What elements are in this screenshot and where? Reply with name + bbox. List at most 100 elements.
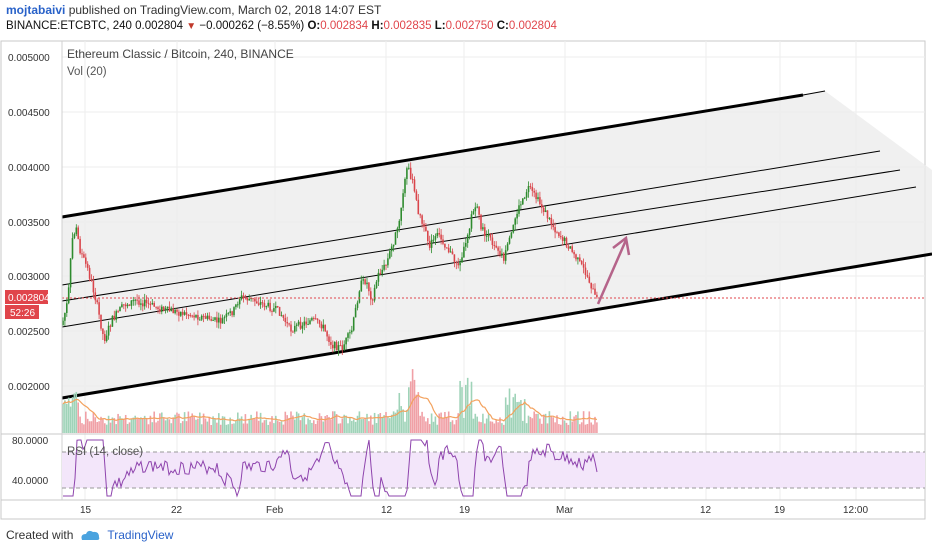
volume-bar — [88, 421, 91, 433]
candle-body — [69, 258, 72, 288]
candle-body — [162, 306, 165, 311]
candle-body — [271, 310, 273, 312]
candle-body — [204, 316, 207, 319]
volume-bar — [292, 415, 294, 433]
volume-bar — [588, 411, 591, 433]
volume-bar — [257, 420, 260, 433]
volume-bar — [102, 418, 104, 433]
candle-body — [128, 304, 131, 306]
candle-body — [580, 260, 583, 265]
volume-bar — [159, 413, 161, 433]
volume-bar — [225, 424, 228, 433]
volume-bar — [263, 420, 266, 433]
price-tick: 0.003000 — [8, 272, 50, 283]
candle-body — [193, 315, 195, 318]
candle-body — [375, 281, 378, 288]
candle-body — [96, 300, 98, 303]
candle-body — [259, 302, 262, 305]
channel-lines[interactable] — [61, 90, 932, 400]
price-change: −0.000262 (−8.55%) — [199, 20, 305, 32]
candle-body — [311, 318, 313, 321]
rsi-legend: RSI (14, close) — [67, 446, 143, 458]
volume-bar — [533, 411, 535, 433]
volume-bar — [548, 411, 551, 433]
volume-bar — [362, 418, 364, 433]
candle-body — [411, 178, 414, 180]
volume-bar — [136, 418, 138, 433]
tradingview-brand[interactable]: TradingView — [107, 528, 174, 542]
volume-bar — [436, 424, 439, 433]
chart-canvas[interactable]: 0.005000 0.004500 0.004000 0.003500 0.00… — [0, 38, 932, 520]
candle-body — [417, 199, 420, 215]
volume-bar — [474, 413, 477, 433]
volume-bar — [307, 418, 309, 433]
candle-body — [307, 323, 309, 325]
volume-bar — [335, 413, 338, 433]
time-axis[interactable]: 15 22 Feb 12 19 Mar 12 19 12:00 — [80, 505, 868, 516]
volume-bar — [406, 409, 408, 433]
candle-body — [174, 309, 176, 314]
volume-bar — [85, 411, 87, 433]
candle-body — [345, 337, 347, 345]
volume-bar — [499, 417, 501, 433]
candle-body — [436, 232, 439, 237]
candle-body — [189, 314, 192, 316]
volume-bar — [67, 397, 70, 433]
volume-bar — [590, 422, 592, 433]
volume-bar — [413, 379, 416, 433]
candle-body — [113, 315, 116, 320]
volume-bar — [476, 416, 478, 433]
high-label: H: — [371, 20, 384, 32]
candle-body — [465, 242, 467, 247]
volume-bar — [470, 381, 473, 433]
projection-arrow[interactable] — [596, 235, 631, 305]
candle-body — [550, 217, 553, 225]
volume-bar — [347, 423, 349, 433]
candle-body — [495, 245, 497, 248]
price-axis[interactable]: 0.005000 0.004500 0.004000 0.003500 0.00… — [8, 53, 50, 393]
volume-bar — [501, 423, 503, 433]
candle-body — [499, 250, 501, 255]
candle-body — [324, 324, 326, 332]
volume-bar — [324, 416, 326, 433]
ticker-header: BINANCE:ETCBTC, 240 0.002804 ▼ −0.000262… — [6, 20, 557, 32]
volume-bar — [459, 380, 461, 433]
candle-body — [164, 308, 167, 311]
volume-bar — [345, 415, 347, 433]
candle-body — [102, 328, 104, 335]
volume-bar — [402, 409, 404, 433]
volume-bar — [185, 421, 188, 433]
volume-bar — [229, 417, 231, 433]
candle-body — [339, 345, 342, 347]
volume-bar — [523, 399, 526, 433]
volume-bar — [520, 400, 522, 433]
candle-body — [548, 217, 551, 219]
volume-bar — [92, 412, 95, 433]
down-triangle-icon: ▼ — [186, 21, 197, 32]
candle-body — [561, 236, 564, 242]
candle-body — [531, 187, 534, 191]
candle-body — [413, 179, 416, 192]
candle-body — [457, 263, 459, 266]
candle-body — [223, 317, 226, 319]
author-link[interactable]: mojtabaivi — [6, 3, 66, 17]
volume-bar — [444, 412, 446, 433]
volume-bar — [206, 421, 209, 433]
candlesticks — [62, 162, 598, 356]
volume-bar — [377, 414, 380, 433]
candle-body — [351, 330, 353, 333]
candle-body — [233, 307, 235, 316]
candle-body — [130, 300, 133, 306]
candle-body — [143, 299, 146, 307]
symbol-label[interactable]: BINANCE:ETCBTC, 240 — [6, 20, 132, 32]
candle-body — [126, 304, 129, 307]
candle-body — [66, 303, 68, 313]
volume-bar — [447, 411, 450, 433]
volume-bar — [546, 423, 549, 433]
candle-body — [442, 239, 444, 244]
candle-body — [491, 237, 494, 246]
volume-bar — [432, 421, 435, 433]
candle-body — [83, 254, 85, 258]
volume-bar — [100, 416, 102, 433]
candle-body — [242, 295, 245, 298]
